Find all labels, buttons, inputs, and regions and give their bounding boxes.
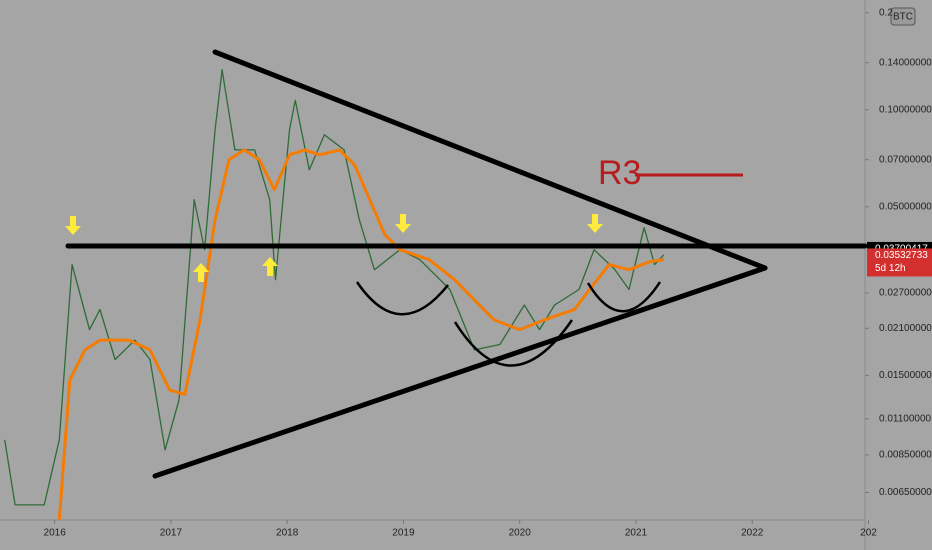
x-tick-label: 2020: [509, 528, 532, 539]
price-line: [4, 69, 665, 506]
arc: [586, 281, 662, 313]
x-tick-label: 2016: [44, 528, 67, 539]
arrow-up: [193, 263, 209, 282]
arrow-up: [262, 257, 278, 276]
r3-label: R3: [598, 154, 641, 192]
y-tick-label: 0.07000000: [879, 154, 932, 165]
upper-trendline: [212, 49, 768, 271]
x-tick-label: 2019: [392, 528, 415, 539]
arcs: [355, 281, 662, 367]
y-tick-label: 0.10000000: [879, 104, 932, 115]
x-tick-label: 2022: [741, 528, 764, 539]
plot-area: [0, 0, 865, 520]
y-tick-label: 0.02100000: [879, 323, 932, 334]
arrows: [65, 214, 603, 282]
x-tick-label: 2021: [625, 528, 648, 539]
x-tick-label: 2017: [160, 528, 183, 539]
drawings: [65, 49, 868, 479]
x-tick-label: 2018: [276, 528, 299, 539]
arrow-down: [395, 214, 411, 233]
price-label: 0.03532733: [875, 250, 928, 261]
y-tick-label: 0.05000000: [879, 201, 932, 212]
y-tick-label: 0.2: [879, 7, 893, 18]
price-label-note: 5d 12h: [875, 263, 906, 274]
lower-trendline: [152, 265, 768, 479]
y-tick-label: 0.01500000: [879, 370, 932, 381]
arrow-down: [65, 216, 81, 235]
y-tick-label: 0.00850000: [879, 450, 932, 461]
currency-label: BTC: [893, 12, 913, 23]
y-tick-label: 0.02700000: [879, 288, 932, 299]
x-tick-label: 202: [860, 528, 877, 539]
price-line: [57, 148, 665, 520]
series-layer: [4, 69, 665, 520]
y-tick-label: 0.01100000: [879, 413, 932, 424]
arc: [453, 319, 574, 367]
arc: [355, 281, 449, 316]
currency-badge: [890, 7, 916, 26]
price-label-box: [867, 248, 932, 277]
y-tick-label: 0.14000000: [879, 57, 932, 68]
y-tick-label: 0.00650000: [879, 487, 932, 498]
arrow-down: [587, 214, 603, 233]
